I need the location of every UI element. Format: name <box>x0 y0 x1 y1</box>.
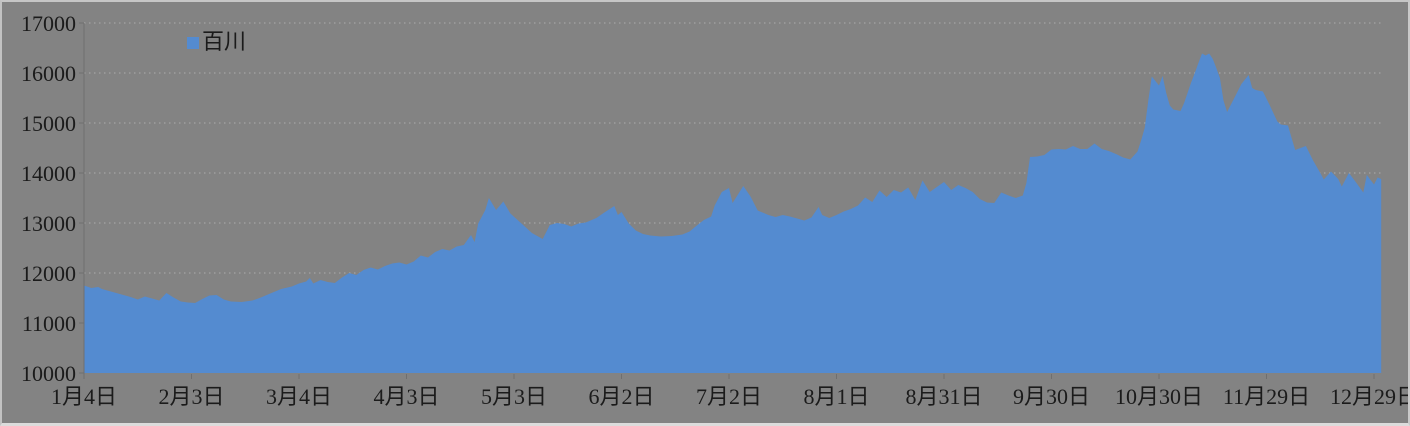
x-axis-tick-label: 11月29日 <box>1223 384 1310 409</box>
x-axis-tick-label: 3月4日 <box>266 384 332 409</box>
x-axis-tick-label: 6月2日 <box>588 384 654 409</box>
y-axis-tick-label: 12000 <box>21 261 76 286</box>
y-axis-tick-label: 14000 <box>21 161 76 186</box>
legend-series-label: 百川 <box>202 29 247 54</box>
x-axis-tick-label: 9月30日 <box>1013 384 1090 409</box>
y-axis-tick-label: 13000 <box>21 211 76 236</box>
y-axis-tick-label: 11000 <box>22 311 76 336</box>
legend[interactable]: 百川 <box>187 29 246 55</box>
x-axis-tick-label: 7月2日 <box>696 384 762 409</box>
legend-swatch-icon <box>187 37 199 49</box>
y-axis-tick-label: 15000 <box>21 111 76 136</box>
x-axis-tick-label: 10月30日 <box>1115 384 1203 409</box>
x-axis-tick-label: 5月3日 <box>481 384 547 409</box>
y-axis-tick-label: 10000 <box>21 361 76 386</box>
x-axis-tick-label: 8月31日 <box>905 384 982 409</box>
y-axis-tick-label: 16000 <box>21 61 76 86</box>
x-axis-tick-label: 2月3日 <box>158 384 224 409</box>
x-axis-tick-label: 4月3日 <box>373 384 439 409</box>
x-axis-tick-label: 12月29日 <box>1330 384 1410 409</box>
x-axis-tick-label: 1月4日 <box>51 384 117 409</box>
x-axis-tick-label: 8月1日 <box>803 384 869 409</box>
series-area[interactable] <box>84 53 1382 374</box>
y-axis-tick-label: 17000 <box>21 11 76 36</box>
